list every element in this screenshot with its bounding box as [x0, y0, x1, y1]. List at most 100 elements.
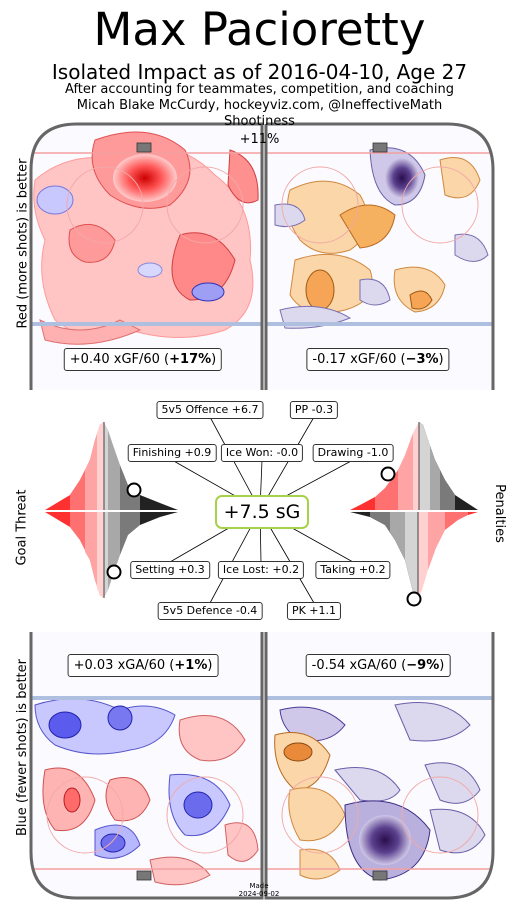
dist-band [350, 497, 375, 510]
heat-hotspot [359, 815, 411, 865]
dist-band [140, 495, 178, 510]
heat-region [227, 149, 259, 204]
made-date-value: 2024-09-02 [238, 890, 280, 898]
panel-label-defence-left: +0.03 xGA/60 (+1%) [67, 654, 219, 677]
dist-band [104, 512, 108, 598]
heat-region [149, 856, 211, 886]
heat-hotspot [385, 158, 419, 198]
component-pp: PP -0.3 [289, 401, 339, 419]
chart-subtitle: Isolated Impact as of 2016-04-10, Age 27 [51, 60, 468, 84]
heat-region [48, 711, 82, 739]
heat-region [299, 848, 341, 880]
dist-band [418, 512, 428, 598]
percentile-marker-taking [406, 591, 422, 607]
heat-region [105, 777, 151, 822]
dist-band [398, 433, 413, 510]
panel-label-defence-right: -0.54 xGA/60 (−9%) [305, 654, 451, 677]
panel-metric: xGF/60 [350, 352, 397, 367]
heat-region [288, 787, 346, 842]
faceoff-circle [166, 776, 244, 854]
dist-band [97, 422, 104, 510]
panel-pct: +1% [174, 658, 208, 673]
faceoff-circle [166, 166, 244, 244]
heat-hotspot [113, 154, 177, 202]
component-finishing: Finishing +0.9 [127, 444, 217, 462]
heat-region [429, 808, 486, 854]
panel-label-offence-right: -0.17 xGF/60 (−3%) [306, 348, 450, 371]
heat-region [191, 282, 225, 302]
shootiness-label: Shootiness [224, 114, 295, 129]
player-name-title: Max Pacioretty [93, 3, 426, 56]
heat-region [63, 787, 81, 813]
panel-pct: −3% [405, 352, 439, 367]
heat-region [305, 269, 335, 311]
panel-metric: xGA/60 [117, 658, 166, 673]
heat-region [439, 157, 481, 199]
made-date: Made 2024-09-02 [239, 882, 280, 898]
component-drawing: Drawing -1.0 [312, 444, 394, 462]
heat-region [283, 742, 313, 762]
component-5v5-offence: 5v5 Offence +6.7 [156, 401, 264, 419]
panel-label-offence-left: +0.40 xGF/60 (+17%) [63, 348, 223, 371]
faceoff-circle [46, 776, 124, 854]
penalties-distribution [350, 422, 478, 607]
percentile-marker-defence [106, 564, 122, 580]
panel-value: -0.17 [312, 352, 347, 367]
offence-axis-label: Red (more shots) is better [15, 158, 31, 329]
goal-net [136, 142, 152, 153]
heat-region [393, 266, 446, 313]
rink-boards [264, 632, 495, 900]
panel-pct: +17% [169, 352, 212, 367]
panel-metric: xGF/60 [113, 352, 160, 367]
panel-pct: −9% [406, 658, 440, 673]
rink-boards [29, 632, 264, 900]
dist-band [468, 512, 478, 515]
methodology-note: After accounting for teammates, competit… [65, 82, 454, 97]
component-ice-won: Ice Won: -0.0 [220, 444, 304, 462]
rink-boards [29, 122, 264, 390]
panel-metric: xGA/60 [349, 658, 398, 673]
heat-region [137, 262, 163, 278]
defence-axis-label: Blue (fewer shots) is better [15, 659, 30, 836]
component-setting: Setting +0.3 [130, 561, 210, 579]
faceoff-circle [401, 776, 479, 854]
dist-band [413, 422, 419, 510]
dist-band [140, 512, 178, 525]
made-label: Made [249, 882, 269, 890]
dist-band [428, 512, 445, 570]
dist-band [405, 512, 418, 598]
rink-offence-left [31, 124, 262, 390]
panel-value: +0.03 [73, 658, 114, 673]
component-pk: PK +1.1 [286, 602, 342, 620]
heat-region [39, 319, 142, 345]
heat-region [454, 233, 489, 262]
faceoff-circle [281, 776, 359, 854]
dist-band [120, 512, 140, 555]
heat-region [394, 702, 471, 742]
shootiness-value: +11% [239, 132, 280, 147]
heat-region [183, 791, 213, 819]
total-goal-value: +7.5 sG [215, 495, 309, 529]
dist-band [97, 512, 104, 598]
heat-region [409, 290, 433, 310]
faceoff-circle [66, 166, 144, 244]
goal-net [136, 870, 152, 881]
dist-band [445, 512, 468, 530]
goal-threat-label: Goal Threat [14, 489, 30, 566]
heat-region [100, 833, 126, 853]
dist-band [104, 422, 108, 510]
author-credit: Micah Blake McCurdy, hockeyviz.com, @Ine… [76, 98, 443, 113]
rink-offence-right [266, 124, 493, 390]
heat-region [224, 822, 259, 862]
heat-region [178, 715, 246, 762]
faceoff-circle [401, 166, 479, 244]
goal-net [372, 870, 388, 881]
component-5v5-defence: 5v5 Defence -0.4 [157, 602, 263, 620]
heat-region [107, 705, 133, 731]
heat-region [424, 762, 481, 804]
panel-value: -0.54 [311, 658, 346, 673]
penalties-label: Penalties [491, 484, 507, 543]
percentile-marker-drawing [380, 466, 396, 482]
component-taking: Taking +0.2 [315, 561, 391, 579]
